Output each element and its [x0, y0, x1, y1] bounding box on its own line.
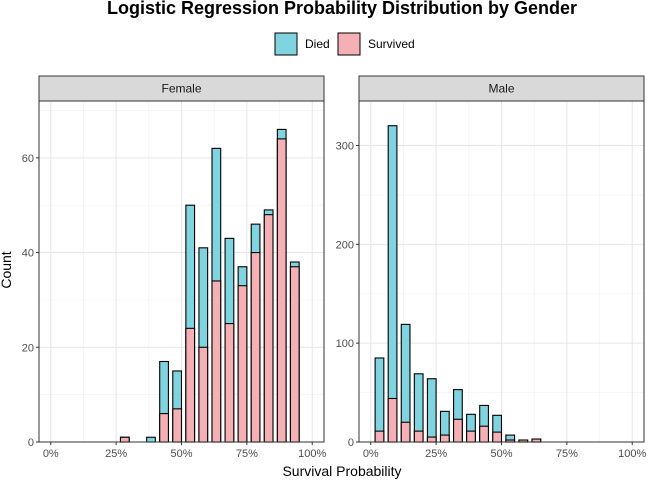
bar-died — [387, 125, 398, 443]
panels: Female 0% 25% 50% 75% 100% 0 20 40 60 Male 0% 25% 50%… — [22, 75, 647, 460]
bar-survived — [263, 214, 274, 443]
bar-survived — [224, 323, 235, 443]
panel-female: Female 0% 25% 50% 75% 100% 0 20 40 60 — [22, 75, 327, 460]
y-axis-title: Count — [0, 251, 14, 288]
bar-survived — [426, 436, 437, 443]
bar-survived — [119, 436, 130, 443]
panel-male: Male 0% 25% 50% 75% 100% 0 100 200 300 — [336, 75, 647, 460]
x-tick-label: 50% — [170, 448, 192, 460]
facet-label: Female — [161, 82, 201, 96]
x-tick-label: 75% — [556, 448, 578, 460]
bar-survived — [492, 431, 503, 443]
legend-label-died: Died — [305, 37, 330, 51]
bar-survived — [453, 418, 463, 443]
y-tick-label: 300 — [336, 140, 354, 152]
x-tick-label: 50% — [490, 448, 512, 460]
x-tick-label: 0% — [363, 448, 379, 460]
bar-survived — [413, 430, 424, 443]
bar-died — [146, 436, 156, 443]
legend: Died Survived — [274, 32, 415, 56]
bar-survived — [211, 280, 222, 443]
bar-died — [426, 378, 437, 443]
x-tick-label: 25% — [425, 448, 447, 460]
y-tick-label: 200 — [336, 239, 354, 251]
facet-strip — [358, 75, 645, 102]
bar-survived — [172, 408, 183, 443]
bar-survived — [198, 346, 209, 443]
bar-survived — [466, 430, 476, 443]
y-tick-label: 0 — [348, 437, 354, 449]
bar-survived — [439, 434, 450, 443]
bar-survived — [185, 327, 196, 443]
bar-survived — [237, 285, 248, 443]
y-tick-label: 60 — [22, 153, 34, 165]
x-tick-label: 75% — [236, 448, 258, 460]
facet-label: Male — [488, 82, 514, 96]
y-tick-label: 40 — [22, 248, 34, 260]
bar-survived — [374, 430, 385, 443]
bar-survived — [400, 421, 411, 443]
x-tick-label: 0% — [43, 448, 59, 460]
bar-survived — [479, 425, 489, 443]
bar-survived — [250, 252, 261, 443]
legend-label-survived: Survived — [368, 37, 415, 51]
bar-survived — [387, 397, 398, 443]
y-tick-label: 100 — [336, 338, 354, 350]
bar-survived — [276, 138, 287, 443]
y-tick-label: 0 — [28, 437, 34, 449]
x-axis-title: Survival Probability — [282, 463, 401, 479]
x-tick-label: 100% — [618, 448, 646, 460]
bar-survived — [289, 266, 300, 443]
x-tick-label: 100% — [298, 448, 326, 460]
bar-died — [374, 357, 385, 443]
facet-strip — [38, 75, 325, 102]
legend-swatch-survived — [337, 32, 361, 56]
bar-survived — [159, 413, 169, 443]
legend-swatch-died — [274, 32, 298, 56]
x-tick-label: 25% — [105, 448, 127, 460]
chart-title: Logistic Regression Probability Distribu… — [107, 0, 577, 18]
y-tick-label: 20 — [22, 342, 34, 354]
